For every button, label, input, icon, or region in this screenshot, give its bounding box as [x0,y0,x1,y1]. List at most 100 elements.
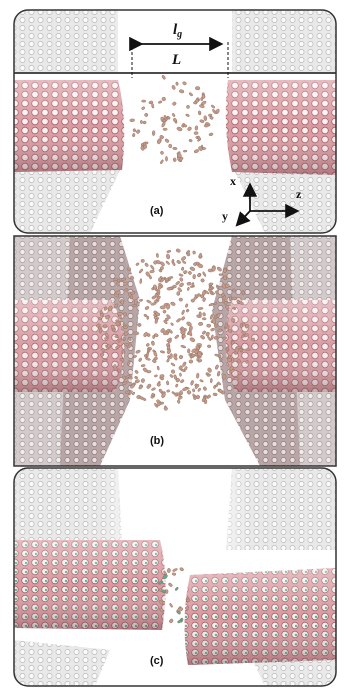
molecule [215,290,219,295]
molecule [176,260,181,264]
molecule [133,331,140,336]
molecule [137,322,142,327]
molecule [182,361,187,367]
molecule [139,278,143,284]
molecule [229,365,234,371]
molecule [123,325,128,330]
molecule [205,331,210,337]
molecule [96,323,101,328]
molecule [201,94,206,99]
molecule [156,253,159,258]
molecule [179,282,184,288]
molecule [168,339,172,344]
molecule [130,275,134,280]
molecule [135,349,141,354]
molecule [167,568,171,573]
molecule [212,392,218,397]
molecule [146,343,150,347]
molecule [176,291,181,296]
molecule [218,389,223,393]
molecule [179,567,184,572]
molecule [168,143,173,149]
molecule [197,307,204,310]
molecule [234,347,239,353]
panel-label-c: (c) [150,655,164,667]
molecule [171,572,177,576]
molecule [100,313,104,317]
molecule [180,368,186,372]
molecule [113,278,118,282]
molecule [99,310,103,314]
molecule [168,329,173,334]
molecule [187,126,192,131]
molecule [196,372,200,379]
molecule [231,296,238,301]
molecule [166,253,170,260]
molecule [157,138,162,145]
molecule [125,390,131,394]
molecule [103,306,108,311]
molecule [151,387,156,391]
wall-left-a [14,10,118,72]
molecule [180,345,187,349]
molecule [155,288,159,292]
molecule [167,349,171,354]
molecule [178,297,183,302]
molecule [216,284,219,290]
molecule [193,262,197,266]
molecule [222,336,228,340]
molecule [196,395,200,400]
molecule [175,81,179,86]
molecule [206,373,211,377]
molecule [161,121,166,128]
molecule [143,144,148,149]
molecule [239,322,243,328]
molecule [146,347,150,352]
molecule [214,353,220,357]
molecule [176,126,183,132]
molecule [197,110,202,116]
molecule [197,273,201,278]
molecule [166,380,170,386]
molecule [169,353,173,359]
molecule [209,116,214,120]
molecule [183,124,188,128]
molecule [166,287,173,291]
molecule [170,322,174,326]
molecule [197,351,202,357]
molecule [244,348,251,352]
molecule [115,345,121,349]
molecule [188,271,192,275]
gap-length-outer-label: lg [173,22,182,40]
molecule [199,119,205,123]
molecule [135,262,140,266]
molecule [200,294,205,299]
molecule [177,619,183,624]
molecule [114,303,118,309]
molecule [200,335,205,340]
molecule [217,381,221,386]
molecule [243,333,249,338]
molecule [231,357,235,364]
molecule [179,277,184,282]
molecule [204,290,210,295]
molecule [206,323,211,328]
molecule [241,290,245,296]
molecules-a [129,75,220,165]
molecule [138,385,144,390]
molecule [141,106,145,110]
molecule [183,270,188,274]
molecule [169,603,173,608]
molecule [133,355,137,358]
molecule [106,344,112,349]
molecule [161,96,166,101]
molecule [209,314,214,320]
molecule [166,250,172,253]
molecule [215,108,220,115]
molecule [175,383,179,388]
molecule [194,125,199,131]
molecule [132,128,137,133]
molecule [208,113,213,117]
molecule [245,323,249,329]
molecule [231,318,236,323]
